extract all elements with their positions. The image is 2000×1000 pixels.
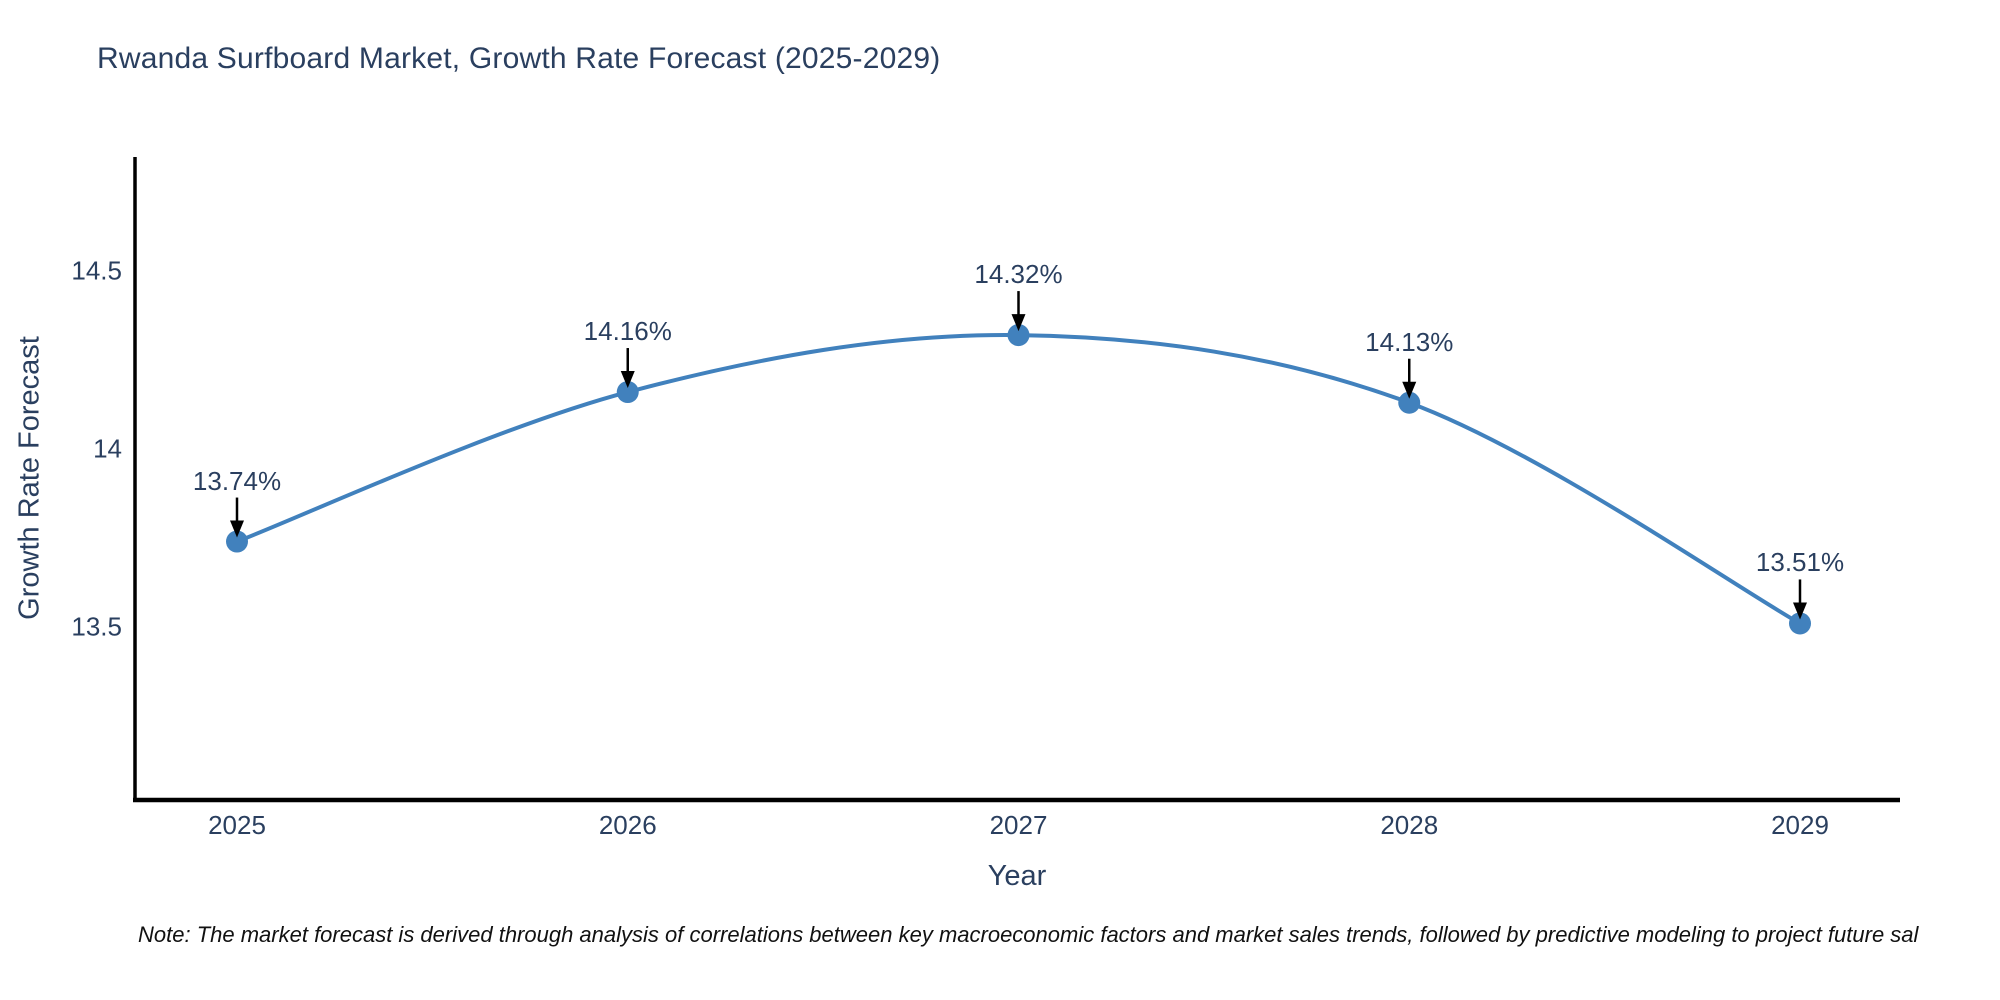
y-axis-title: Growth Rate Forecast <box>13 336 46 620</box>
x-axis-tick-label: 2028 <box>1380 810 1439 840</box>
point-value-label: 13.51% <box>1755 547 1845 578</box>
point-value-label: 14.13% <box>1365 326 1454 357</box>
footnote: Note: The market forecast is derived thr… <box>138 922 1919 947</box>
x-axis-title: Year <box>987 860 1047 892</box>
data-point-marker <box>616 381 639 404</box>
x-axis-tick-label: 2026 <box>598 810 657 840</box>
data-point-marker <box>1789 612 1811 635</box>
annotation-arrowhead <box>1793 602 1807 620</box>
chart-title: Rwanda Surfboard Market, Growth Rate For… <box>97 42 941 75</box>
annotation-arrowhead <box>1011 314 1026 332</box>
x-axis-tick-label: 2029 <box>1771 810 1829 840</box>
point-value-label: 14.32% <box>974 259 1063 290</box>
y-axis-tick-label: 14 <box>93 433 122 464</box>
forecast-line <box>235 333 1802 626</box>
y-axis-tick-label: 14.5 <box>71 255 122 286</box>
data-point-marker <box>1007 324 1030 347</box>
y-axis-tick-label: 13.5 <box>71 611 122 642</box>
point-value-label: 13.74% <box>192 465 282 496</box>
data-point-marker <box>1398 391 1421 414</box>
x-axis-tick-label: 2025 <box>208 810 266 840</box>
point-value-label: 14.16% <box>583 316 672 347</box>
annotation-arrowhead <box>620 371 635 389</box>
x-axis-tick-label: 2027 <box>989 810 1048 840</box>
annotation-arrowhead <box>1402 381 1417 399</box>
annotation-arrowhead <box>230 520 244 538</box>
data-point-marker <box>226 530 248 553</box>
